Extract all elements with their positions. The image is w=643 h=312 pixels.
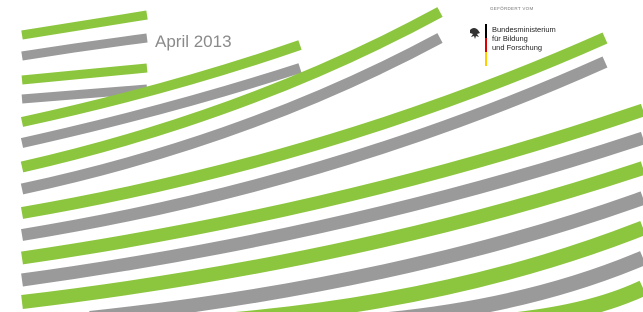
stripe [22, 68, 147, 80]
sponsor-label: GEFÖRDERT VOM [490, 5, 534, 11]
eagle-icon [470, 28, 480, 39]
stripe-pattern [22, 12, 643, 312]
page: April 2013 GEFÖRDERT VOM Bundesministeri… [0, 0, 643, 312]
flag-bar-red [485, 38, 487, 52]
sponsor-logo: GEFÖRDERT VOM Bundesministerium für Bild… [470, 5, 556, 66]
flag-bar-black [485, 24, 487, 38]
cover: April 2013 GEFÖRDERT VOM Bundesministeri… [0, 0, 643, 312]
sponsor-name: für Bildung [492, 34, 528, 43]
stripe [22, 15, 147, 35]
date: April 2013 [155, 32, 232, 51]
sponsor-name: Bundesministerium [492, 25, 556, 34]
stripe [22, 38, 147, 56]
sponsor-name: und Forschung [492, 43, 542, 52]
flag-bar-gold [485, 52, 487, 66]
stripe [230, 228, 643, 312]
